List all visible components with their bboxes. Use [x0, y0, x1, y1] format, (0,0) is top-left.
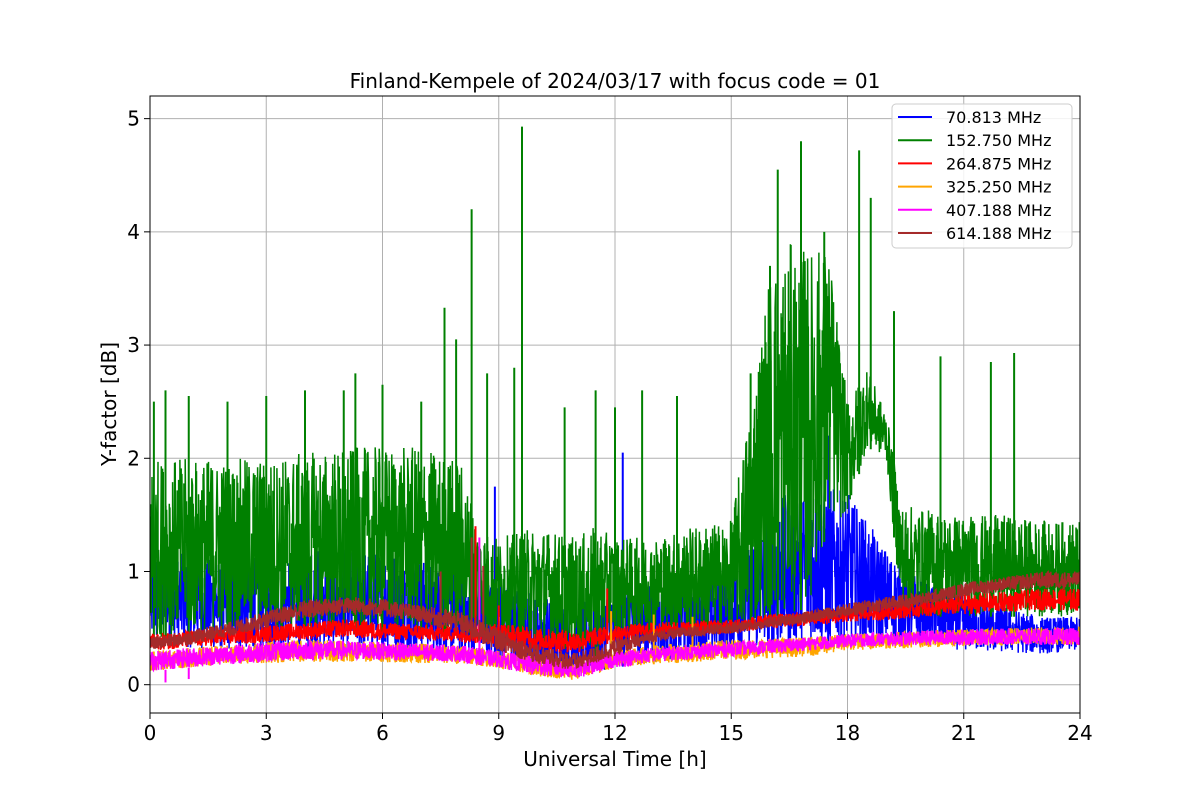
series-1: [150, 126, 1080, 657]
series-layer: [150, 126, 1080, 683]
y-tick-label: 5: [127, 107, 140, 131]
legend-entry: 70.813 MHz: [946, 108, 1041, 127]
x-tick-label: 0: [144, 721, 157, 745]
legend-entry: 152.750 MHz: [946, 131, 1051, 150]
x-tick-label: 18: [835, 721, 860, 745]
y-tick-label: 2: [127, 446, 140, 470]
y-axis-label: Y-factor [dB]: [97, 342, 121, 467]
series-5: [150, 537, 1080, 669]
x-tick-label: 21: [951, 721, 976, 745]
chart-title: Finland-Kempele of 2024/03/17 with focus…: [350, 69, 881, 93]
y-tick-label: 3: [127, 333, 140, 357]
legend-entry: 325.250 MHz: [946, 178, 1051, 197]
x-tick-label: 3: [260, 721, 273, 745]
y-tick-label: 4: [127, 220, 140, 244]
x-tick-label: 15: [719, 721, 744, 745]
y-tick-label: 1: [127, 559, 140, 583]
x-tick-label: 6: [376, 721, 389, 745]
legend: 70.813 MHz 152.750 MHz 264.875 MHz 325.250 …: [891, 103, 1073, 249]
x-tick-label: 24: [1067, 721, 1092, 745]
x-tick-label: 9: [492, 721, 505, 745]
series-line: [150, 570, 1080, 669]
legend-entry: 407.188 MHz: [946, 201, 1051, 220]
legend-box: [891, 103, 1073, 249]
x-tick-label: 12: [602, 721, 627, 745]
x-axis-label: Universal Time [h]: [523, 747, 706, 771]
y-tick-label: 0: [127, 673, 140, 697]
legend-entry: 614.188 MHz: [946, 224, 1051, 243]
legend-entry: 264.875 MHz: [946, 154, 1051, 173]
